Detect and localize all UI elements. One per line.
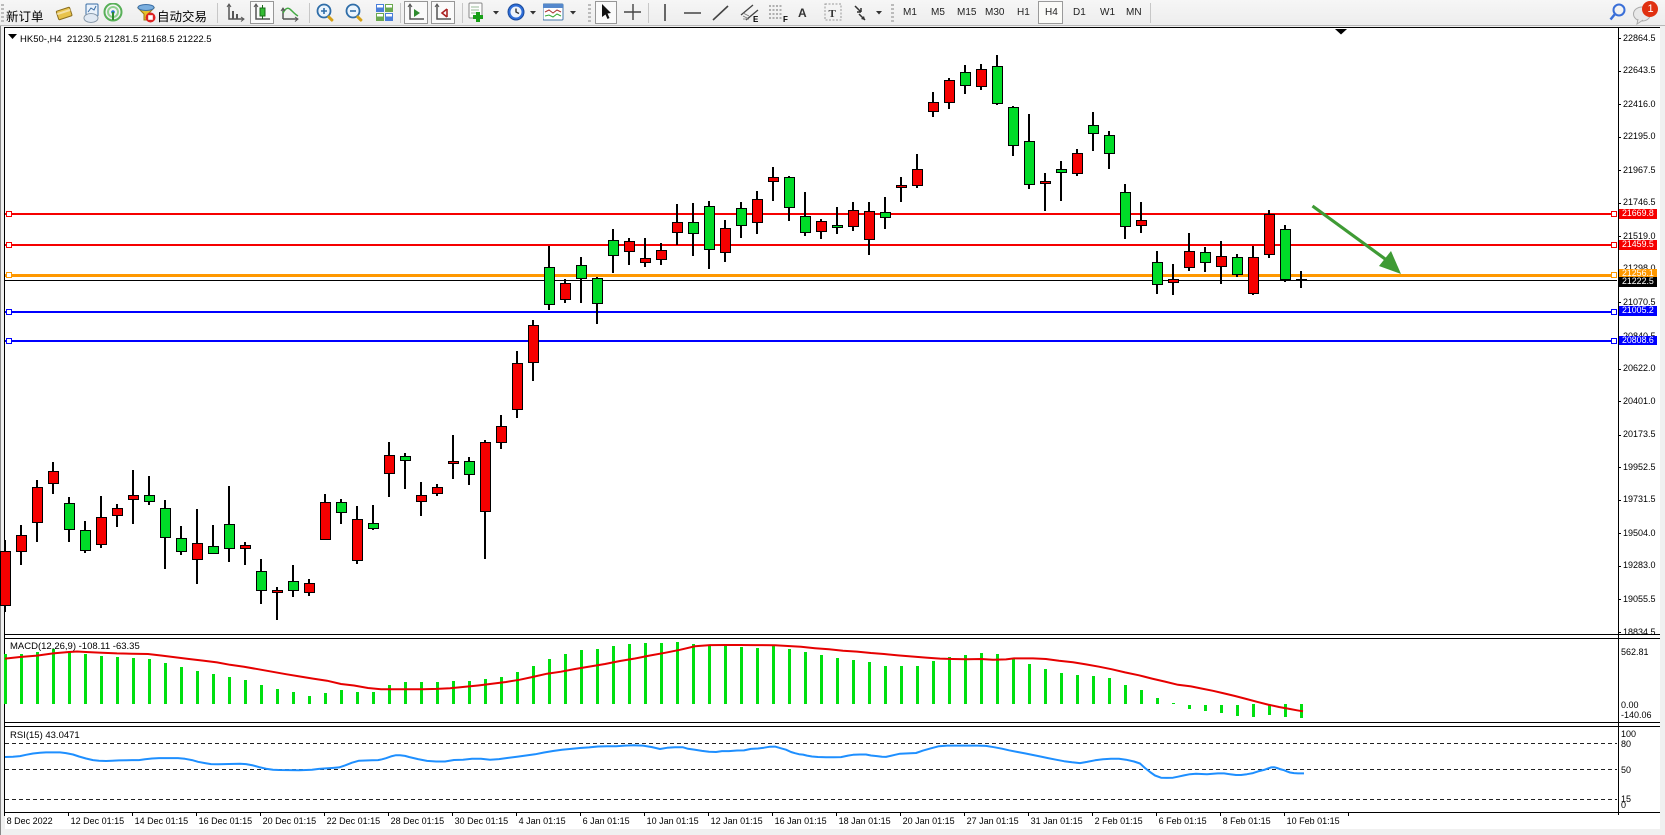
svg-text:T: T bbox=[829, 8, 837, 20]
svg-text:E: E bbox=[753, 15, 759, 23]
svg-text:F: F bbox=[783, 15, 788, 23]
